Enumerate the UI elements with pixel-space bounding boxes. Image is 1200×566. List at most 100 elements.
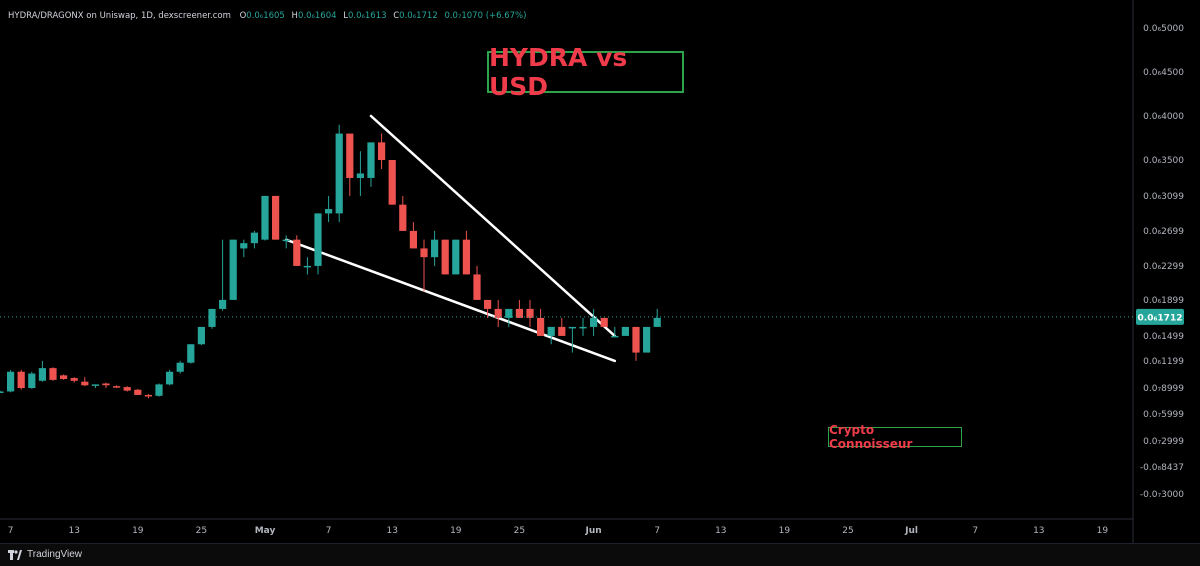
time-axis-label: 7 [326, 526, 332, 536]
candle [187, 344, 195, 364]
candle-body [643, 326, 651, 353]
chart-title-annotation[interactable]: HYDRA vs USD [487, 43, 684, 101]
price-axis[interactable]: 0.0₆5000 0.0₆4500 0.0₆4000 0.0₆3500 0.0₆3099… [1140, 24, 1184, 500]
candle-body [568, 326, 576, 329]
wedge-lower-trendline[interactable] [284, 238, 617, 363]
time-axis-label: 25 [196, 526, 207, 536]
candle [293, 235, 301, 266]
candle-body [547, 326, 555, 336]
price-axis-label: 0.0₆2699 [1143, 227, 1184, 237]
candle [229, 239, 237, 300]
candle-body [325, 209, 333, 214]
candle-body [261, 195, 269, 240]
candle [219, 239, 227, 311]
candle [0, 390, 4, 393]
candle-body [621, 326, 629, 336]
candle [547, 326, 555, 345]
candle [197, 326, 205, 346]
time-axis-label: 19 [1097, 526, 1109, 536]
candle-body [134, 389, 142, 395]
symbol-title[interactable]: HYDRA/DRAGONX on Uniswap, 1D, dexscreene… [8, 11, 231, 21]
price-axis-label: 0.0₆2299 [1143, 262, 1184, 272]
candle-body [611, 335, 619, 338]
candle-body [526, 308, 534, 318]
time-axis-label: 19 [450, 526, 462, 536]
time-axis-label: 13 [68, 526, 79, 536]
candle-body [494, 308, 502, 318]
candle-body [632, 326, 640, 353]
candle-body [452, 239, 460, 275]
candle-body [388, 160, 396, 205]
candle-body [356, 173, 364, 178]
time-axis-label: 13 [715, 526, 726, 536]
price-axis-label: 0.0₆1899 [1143, 296, 1184, 306]
candle-body [272, 195, 280, 240]
candle [28, 371, 36, 389]
candle [590, 308, 598, 336]
candle-body [420, 248, 428, 258]
candle [123, 386, 131, 392]
candle-body [208, 308, 216, 327]
candle-body [293, 239, 301, 266]
price-axis-label: 0.0₆3099 [1143, 192, 1184, 202]
close-label: C [393, 11, 400, 21]
candle [356, 151, 364, 196]
candle [515, 299, 523, 318]
candle-body [229, 239, 237, 300]
candle-body [102, 383, 110, 386]
candle [632, 326, 640, 361]
candle [208, 308, 216, 329]
candle [261, 195, 269, 241]
candle [49, 367, 57, 381]
last-price-tag-bg [1136, 308, 1184, 325]
candle-body [590, 317, 598, 327]
candle [367, 142, 375, 187]
candle [452, 239, 460, 275]
candle-body [91, 384, 99, 386]
price-axis-label: 0.0₇5999 [1143, 410, 1184, 420]
candle [484, 299, 492, 318]
footer-bar: TradingView [0, 543, 1200, 566]
candle-body [600, 317, 608, 327]
candle-body [505, 308, 513, 318]
low-label: L [343, 11, 348, 21]
candle-body [484, 299, 492, 309]
candle [303, 257, 311, 275]
candle [38, 360, 46, 382]
candle [240, 239, 248, 258]
time-axis-label: 7 [972, 526, 978, 536]
time-axis-label: 7 [8, 526, 14, 536]
candle [643, 326, 651, 353]
time-axis-label: Jun [585, 526, 602, 536]
price-axis-label: -0.0₈8437 [1140, 463, 1184, 473]
last-price-tag-text: 0.0₆1712 [1138, 313, 1183, 323]
candle-body [462, 239, 470, 275]
candle-body [123, 387, 131, 391]
candle-body [367, 142, 375, 178]
tradingview-logo-icon [8, 549, 22, 560]
candle [7, 369, 15, 393]
candle-body [17, 371, 25, 388]
chart-title-text: HYDRA vs USD [489, 43, 628, 101]
low-value: 0.0₆1613 [347, 11, 387, 21]
time-axis-label: 19 [779, 526, 791, 536]
tradingview-brand-text: TradingView [27, 549, 83, 560]
candle [176, 360, 184, 374]
time-axis-label: 25 [514, 526, 525, 536]
candle [462, 230, 470, 275]
price-axis-label: 0.0₆5000 [1143, 24, 1184, 34]
candle-body [579, 326, 587, 329]
symbol-header: HYDRA/DRAGONX on Uniswap, 1D, dexscreene… [8, 11, 530, 21]
time-axis-label: 13 [386, 526, 397, 536]
tradingview-brand[interactable]: TradingView [8, 549, 82, 560]
time-axis[interactable]: 7 13 19 25 May 7 13 19 25 Jun 7 13 19 25 Jul 7 13 19 [8, 526, 1109, 536]
author-watermark[interactable]: Crypto Connoisseur [828, 423, 962, 451]
open-value: 0.0₆1605 [246, 11, 285, 21]
wedge-upper-trendline[interactable] [369, 114, 617, 338]
candle-body [219, 299, 227, 309]
candle [431, 230, 439, 266]
time-axis-label: May [255, 526, 276, 536]
price-axis-label: 0.0₆4500 [1143, 68, 1184, 78]
candle [420, 239, 428, 292]
